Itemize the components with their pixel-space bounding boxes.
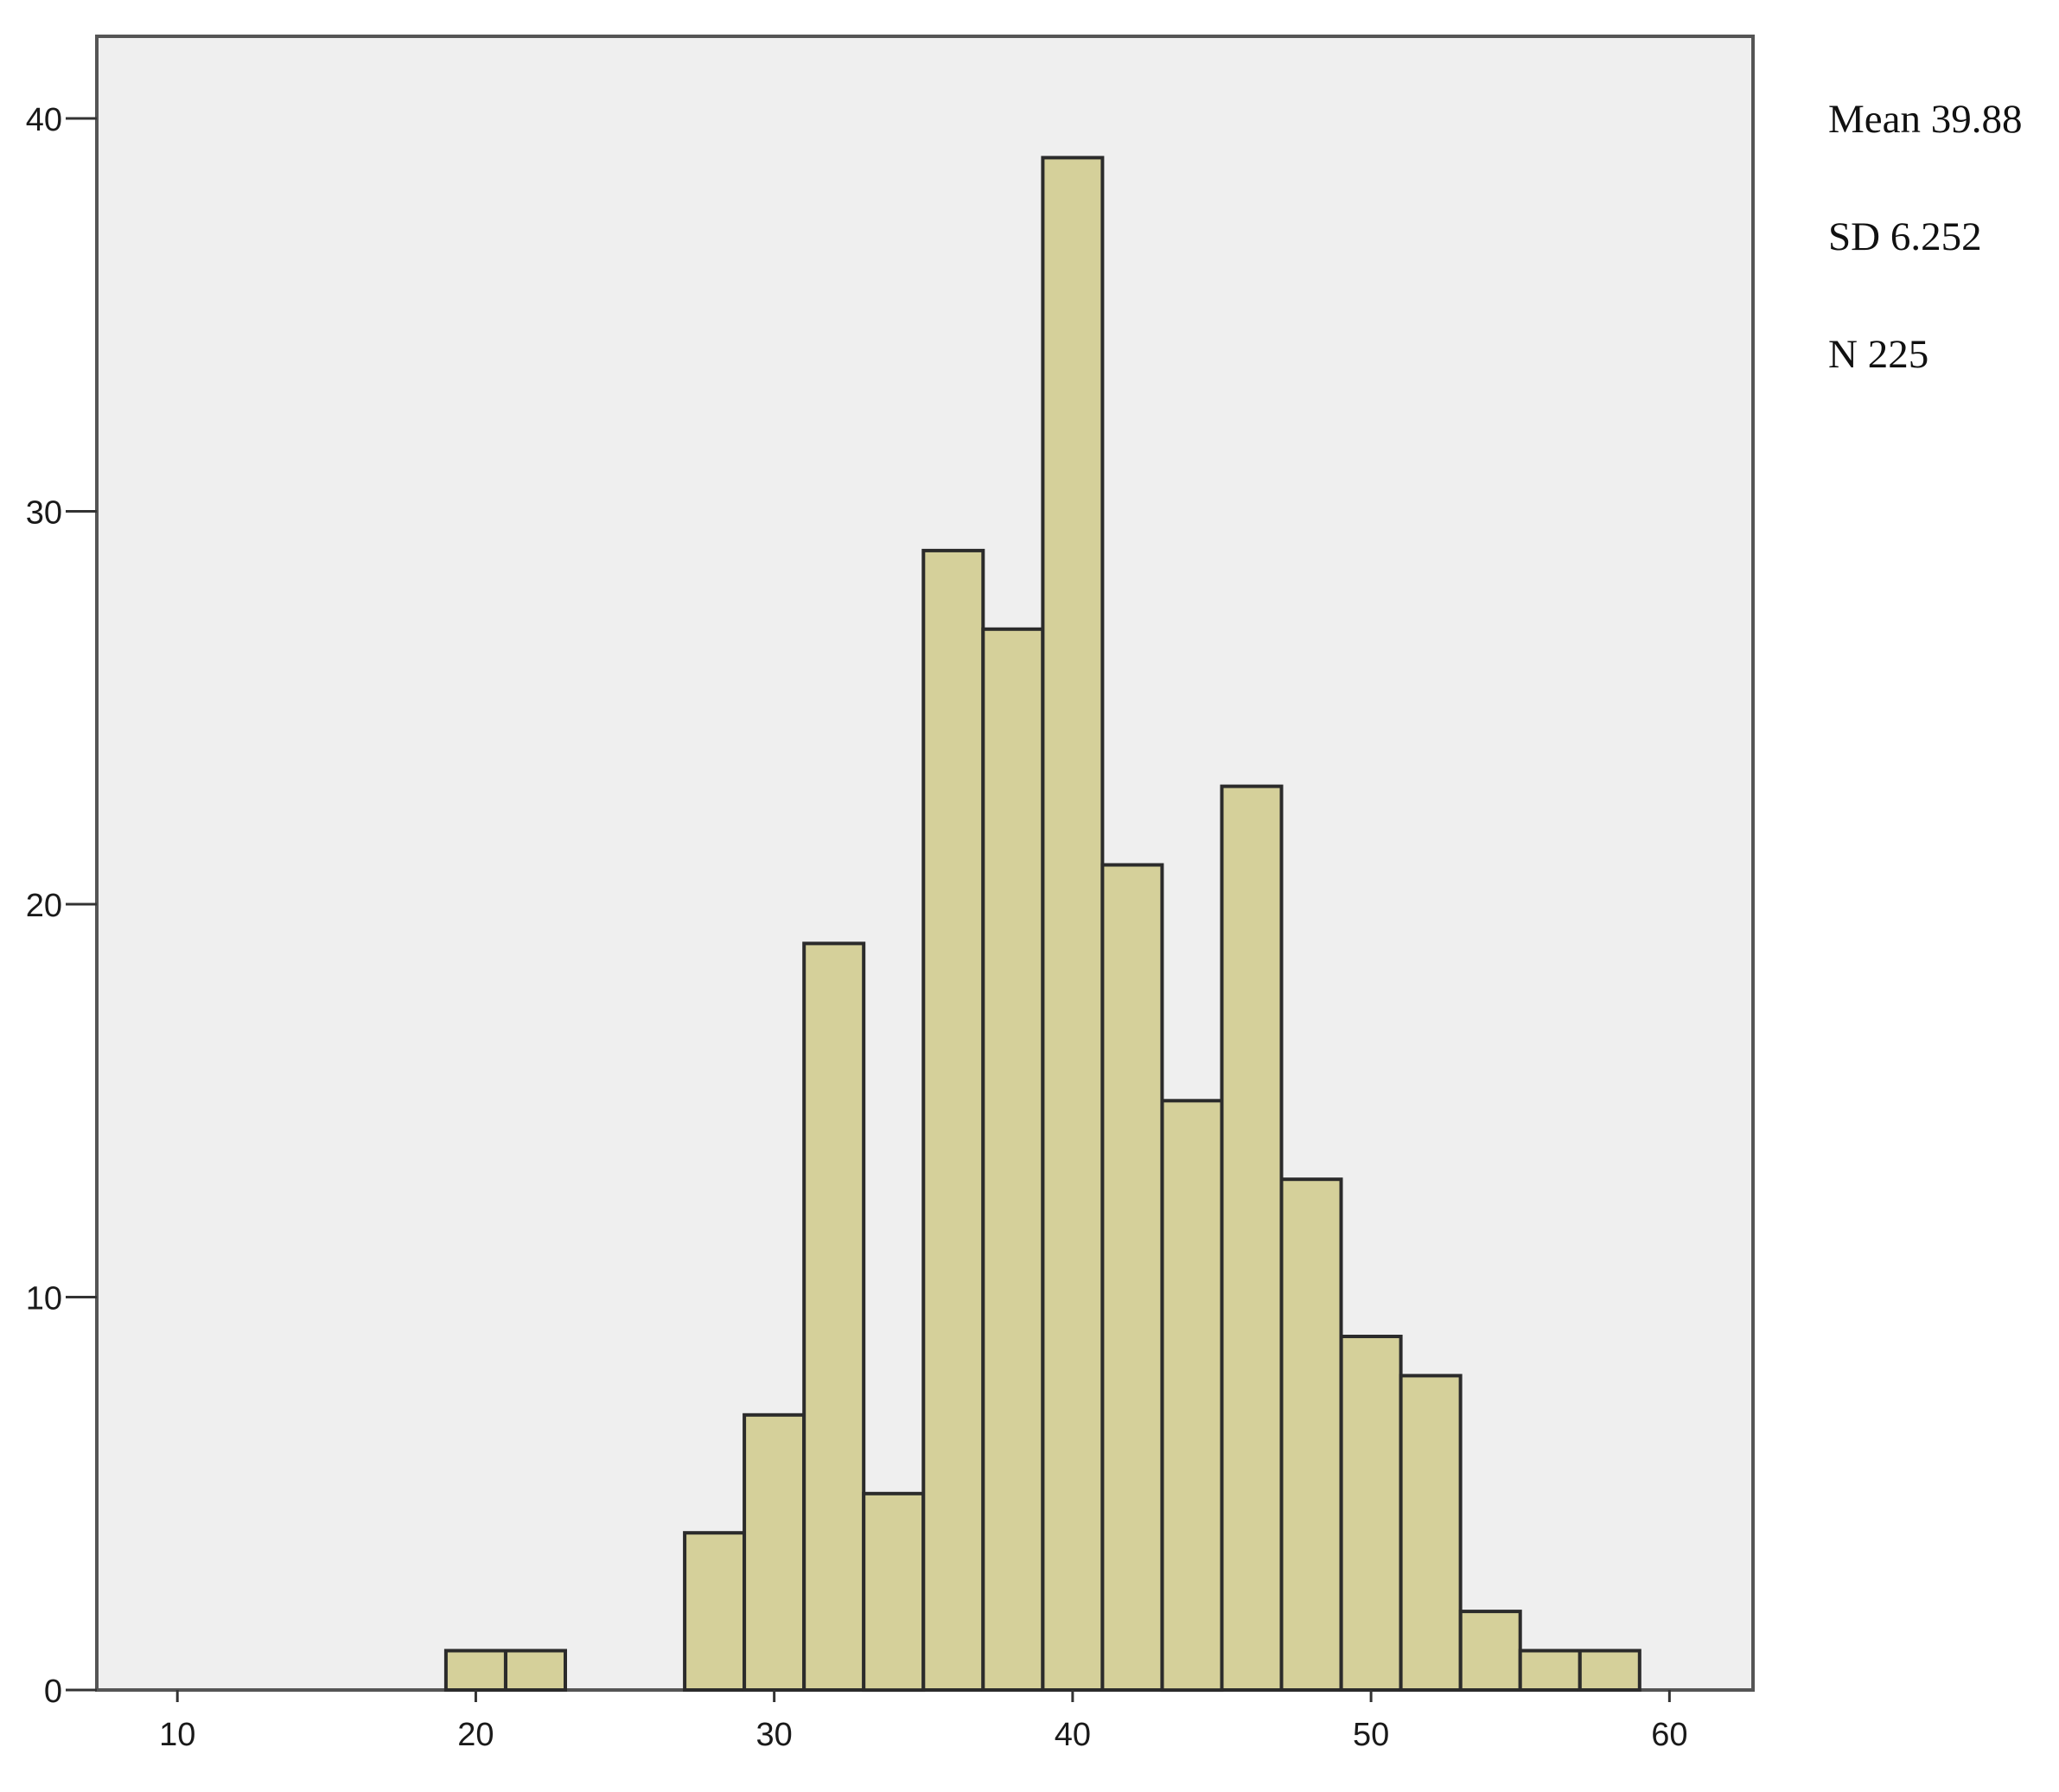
histogram-bar-0 bbox=[443, 1649, 507, 1692]
histogram-bar-1 bbox=[504, 1649, 567, 1692]
histogram-bar-5 bbox=[862, 1491, 926, 1693]
histogram-bar-6 bbox=[921, 548, 985, 1692]
histogram-bar-16 bbox=[1518, 1649, 1582, 1692]
x-tick-label-0: 10 bbox=[159, 1717, 195, 1753]
histogram-bar-14 bbox=[1399, 1374, 1463, 1693]
stat-n: N 225 bbox=[1828, 332, 1928, 377]
y-axis: 0 10 20 30 40 bbox=[26, 102, 97, 1710]
y-tick-label-1: 10 bbox=[26, 1281, 62, 1317]
histogram-bar-9 bbox=[1100, 863, 1164, 1692]
histogram-bar-7 bbox=[981, 627, 1045, 1692]
y-tick-label-2: 20 bbox=[26, 888, 62, 924]
y-tick-label-4: 40 bbox=[26, 102, 62, 138]
histogram-bar-3 bbox=[743, 1413, 806, 1693]
histogram-bar-4 bbox=[802, 941, 866, 1692]
x-tick-label-1: 20 bbox=[457, 1717, 494, 1753]
bars-group bbox=[443, 156, 1641, 1693]
histogram-bar-15 bbox=[1458, 1610, 1522, 1692]
stat-mean: Mean 39.88 bbox=[1828, 97, 2023, 142]
x-tick-label-5: 60 bbox=[1651, 1717, 1687, 1753]
x-tick-label-2: 30 bbox=[756, 1717, 793, 1753]
histogram-bar-12 bbox=[1279, 1177, 1343, 1692]
histogram-bar-13 bbox=[1339, 1335, 1403, 1692]
stat-sd: SD 6.252 bbox=[1828, 214, 1982, 259]
histogram-bar-2 bbox=[683, 1531, 747, 1692]
x-axis: 10 20 30 40 50 60 bbox=[159, 1690, 1687, 1753]
histogram-bar-8 bbox=[1041, 156, 1105, 1692]
y-tick-label-0: 0 bbox=[44, 1674, 62, 1710]
stats-box: Mean 39.88 SD 6.252 N 225 bbox=[1828, 97, 2023, 377]
histogram-bar-10 bbox=[1160, 1099, 1224, 1693]
x-tick-label-3: 40 bbox=[1055, 1717, 1091, 1753]
y-tick-label-3: 30 bbox=[26, 495, 62, 532]
histogram-bar-17 bbox=[1578, 1649, 1641, 1692]
x-tick-label-4: 50 bbox=[1353, 1717, 1389, 1753]
histogram-bar-11 bbox=[1220, 784, 1284, 1692]
